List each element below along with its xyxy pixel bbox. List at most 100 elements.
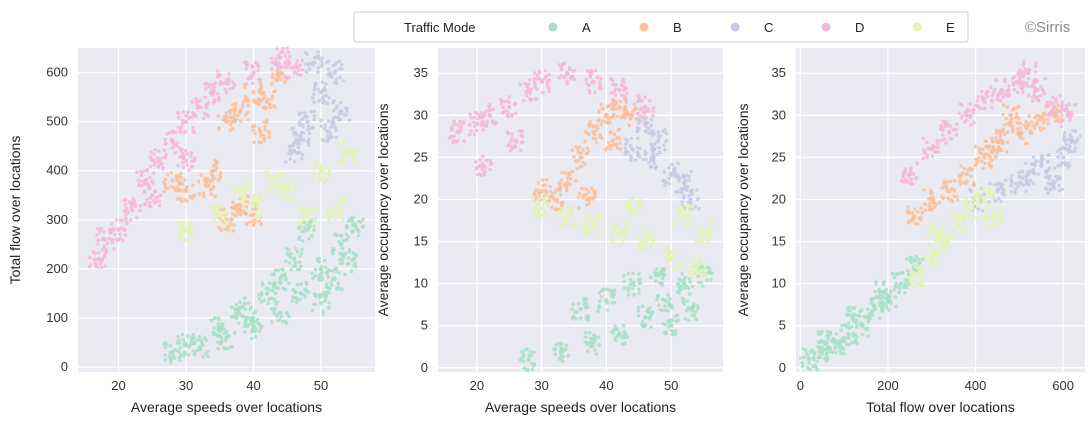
data-point-cloud xyxy=(226,77,231,81)
data-point-cloud xyxy=(299,222,304,226)
data-point-cloud xyxy=(338,75,342,79)
data-point-cloud xyxy=(134,215,139,220)
data-point-cloud xyxy=(1016,71,1021,75)
data-point-cloud xyxy=(888,299,893,303)
data-point-cloud xyxy=(561,349,565,354)
data-point-cloud xyxy=(613,93,618,97)
data-point-cloud xyxy=(844,335,848,340)
data-point-cloud xyxy=(514,111,518,116)
data-point-cloud xyxy=(115,238,120,243)
data-point-cloud xyxy=(1026,122,1031,127)
data-point-cloud xyxy=(529,97,533,102)
data-point-cloud xyxy=(586,227,590,231)
data-point-cloud xyxy=(253,60,258,65)
data-point-cloud xyxy=(313,293,318,297)
data-point-cloud xyxy=(236,321,241,326)
series-A xyxy=(162,215,366,365)
data-point-cloud xyxy=(503,109,508,113)
data-point-cloud xyxy=(583,218,588,222)
data-point-cloud xyxy=(898,271,903,275)
data-point-cloud xyxy=(287,281,291,286)
data-point-cloud xyxy=(638,281,643,286)
data-point-cloud xyxy=(225,81,229,86)
data-point-cloud xyxy=(657,281,662,285)
data-point-cloud xyxy=(651,113,655,118)
data-point-cloud xyxy=(341,151,346,155)
data-point-cloud xyxy=(983,139,988,143)
y-tick-label: 35 xyxy=(414,65,428,80)
data-point-cloud xyxy=(159,156,164,161)
series-A xyxy=(518,263,714,373)
data-point-cloud xyxy=(611,293,616,297)
data-point-cloud xyxy=(631,293,636,297)
data-point-cloud xyxy=(622,80,627,85)
data-point-cloud xyxy=(623,220,627,224)
data-point-cloud xyxy=(180,121,185,126)
data-point-cloud xyxy=(244,222,249,226)
data-point-cloud xyxy=(673,314,677,319)
plot-background xyxy=(796,48,1085,372)
data-point-cloud xyxy=(345,150,350,155)
data-point-cloud xyxy=(319,64,324,69)
data-point-cloud xyxy=(1005,130,1010,135)
data-point-cloud xyxy=(234,307,238,311)
data-point-cloud xyxy=(243,301,247,306)
data-point-cloud xyxy=(612,107,616,111)
data-point-cloud xyxy=(351,154,356,158)
data-point-cloud xyxy=(232,223,236,227)
data-point-cloud xyxy=(290,299,295,303)
data-point-cloud xyxy=(325,213,330,218)
data-point-cloud xyxy=(325,134,330,138)
data-point-cloud xyxy=(627,212,631,217)
data-point-cloud xyxy=(156,149,161,154)
data-point-cloud xyxy=(525,93,529,98)
data-point-cloud xyxy=(287,54,292,59)
data-point-cloud xyxy=(664,249,668,253)
data-point-cloud xyxy=(609,238,614,243)
data-point-cloud xyxy=(299,291,303,295)
data-point-cloud xyxy=(279,77,284,82)
data-point-cloud xyxy=(310,308,315,313)
data-point-cloud xyxy=(576,195,581,200)
data-point-cloud xyxy=(1048,187,1053,192)
data-point-cloud xyxy=(124,216,128,221)
data-point-cloud xyxy=(627,112,632,117)
data-point-cloud xyxy=(526,358,531,363)
data-point-cloud xyxy=(664,330,668,334)
data-point-cloud xyxy=(1036,98,1041,103)
data-point-cloud xyxy=(228,128,232,132)
series-B xyxy=(532,95,643,212)
data-point-cloud xyxy=(256,77,261,82)
data-point-cloud xyxy=(997,205,1002,210)
data-point-cloud xyxy=(564,347,568,352)
y-tick-label: 25 xyxy=(772,149,786,164)
data-point-cloud xyxy=(620,230,625,235)
data-point-cloud xyxy=(1033,115,1037,120)
data-point-cloud xyxy=(990,93,995,98)
data-point-cloud xyxy=(244,317,249,322)
data-point-cloud xyxy=(143,181,147,186)
data-point-cloud xyxy=(671,332,676,337)
data-point-cloud xyxy=(901,173,906,178)
data-point-cloud xyxy=(543,183,548,187)
data-point-cloud xyxy=(627,198,632,203)
data-point-cloud xyxy=(283,61,288,66)
data-point-cloud xyxy=(705,278,709,282)
data-point-cloud xyxy=(584,214,589,218)
data-point-cloud xyxy=(1015,115,1020,120)
data-point-cloud xyxy=(204,338,209,343)
data-point-cloud xyxy=(641,241,645,246)
data-point-cloud xyxy=(694,310,698,314)
data-point-cloud xyxy=(573,310,577,314)
data-point-cloud xyxy=(155,156,160,161)
data-point-cloud xyxy=(326,119,331,124)
data-point-cloud xyxy=(270,72,275,76)
data-point-cloud xyxy=(212,218,217,223)
data-point-cloud xyxy=(687,277,692,281)
data-point-cloud xyxy=(304,69,309,74)
data-point-cloud xyxy=(506,131,511,135)
data-point-cloud xyxy=(1051,95,1055,100)
data-point-cloud xyxy=(168,351,173,356)
data-point-cloud xyxy=(905,268,910,273)
data-point-cloud xyxy=(999,138,1003,142)
